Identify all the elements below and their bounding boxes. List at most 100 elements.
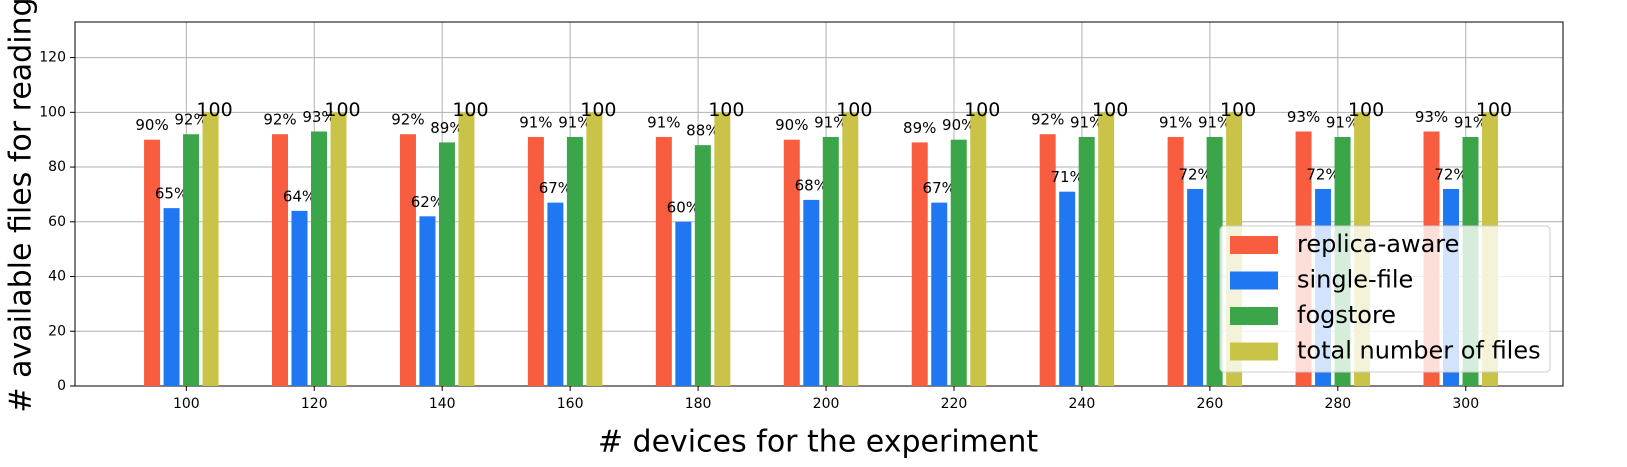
data-label: 91% <box>814 113 847 131</box>
data-label: 72% <box>1434 165 1467 183</box>
y-tick-label: 40 <box>48 269 66 285</box>
bar <box>950 139 967 386</box>
data-label: 62% <box>411 193 444 211</box>
legend-swatch <box>1230 236 1278 254</box>
bar <box>655 136 672 386</box>
bar <box>272 134 289 386</box>
x-tick-label: 180 <box>685 396 712 412</box>
bar <box>586 112 603 386</box>
bar <box>311 131 328 386</box>
x-tick-label: 260 <box>1197 396 1224 412</box>
data-label: 60% <box>667 198 700 216</box>
bar <box>803 199 820 386</box>
data-label: 100 <box>1220 99 1256 121</box>
data-label: 100 <box>1092 99 1128 121</box>
bar <box>144 139 161 386</box>
bar <box>183 134 200 386</box>
bar <box>1078 136 1095 386</box>
bar <box>1187 188 1204 386</box>
legend-swatch <box>1230 342 1278 361</box>
data-label: 88% <box>686 122 719 140</box>
data-label: 90% <box>135 116 168 134</box>
data-label: 91% <box>647 113 680 131</box>
bar <box>458 112 475 386</box>
x-tick-label: 140 <box>429 396 456 412</box>
bar <box>911 142 928 386</box>
bar <box>399 134 416 386</box>
data-label: 93% <box>1415 108 1448 126</box>
data-label: 91% <box>1159 113 1192 131</box>
y-tick-label: 60 <box>48 214 66 230</box>
legend-label: total number of files <box>1297 337 1541 365</box>
data-label: 72% <box>1306 165 1339 183</box>
data-label: 100 <box>452 99 488 121</box>
bar <box>970 112 987 386</box>
bar <box>931 202 948 386</box>
bar <box>291 210 308 386</box>
data-label: 71% <box>1051 168 1084 186</box>
data-label: 100 <box>196 99 232 121</box>
data-label: 90% <box>942 116 975 134</box>
bar <box>694 145 711 386</box>
data-label: 91% <box>1454 113 1487 131</box>
data-label: 67% <box>539 179 572 197</box>
bar <box>1167 136 1184 386</box>
data-label: 72% <box>1178 165 1211 183</box>
legend-label: single-file <box>1297 266 1413 294</box>
legend-swatch <box>1230 307 1278 325</box>
y-tick-label: 20 <box>48 323 66 339</box>
data-label: 100 <box>708 99 744 121</box>
data-label: 67% <box>923 179 956 197</box>
y-tick-label: 80 <box>48 159 66 175</box>
data-label: 92% <box>174 111 207 129</box>
x-tick-label: 300 <box>1452 396 1479 412</box>
x-tick-label: 200 <box>813 396 840 412</box>
data-label: 91% <box>1326 113 1359 131</box>
data-label: 92% <box>391 111 424 129</box>
x-tick-label: 220 <box>941 396 968 412</box>
bar <box>842 112 859 386</box>
legend-label: fogstore <box>1297 301 1396 329</box>
data-label: 90% <box>775 116 808 134</box>
data-label: 91% <box>1198 113 1231 131</box>
data-label: 65% <box>155 185 188 203</box>
data-label: 91% <box>1070 113 1103 131</box>
y-tick-label: 0 <box>57 378 66 394</box>
bar <box>438 142 455 386</box>
bar <box>1098 112 1115 386</box>
data-label: 91% <box>558 113 591 131</box>
data-label: 91% <box>519 113 552 131</box>
data-label: 100 <box>580 99 616 121</box>
bar <box>419 216 436 386</box>
bar <box>163 208 180 386</box>
bar <box>714 112 731 386</box>
x-axis-label: # devices for the experiment <box>598 425 1038 460</box>
legend-swatch <box>1230 271 1278 290</box>
bar <box>783 139 800 386</box>
bar <box>1059 191 1076 386</box>
y-axis-label: # available files for reading <box>4 0 39 413</box>
legend-label: replica-aware <box>1297 230 1459 258</box>
bar <box>1206 136 1223 386</box>
data-label: 93% <box>1287 108 1320 126</box>
data-label: 68% <box>795 176 828 194</box>
data-label: 92% <box>1031 111 1064 129</box>
data-label: 89% <box>903 119 936 137</box>
legend-box <box>1219 225 1551 373</box>
data-label: 100 <box>1348 99 1384 121</box>
data-label: 100 <box>836 99 872 121</box>
x-tick-label: 100 <box>173 396 200 412</box>
x-tick-label: 240 <box>1069 396 1096 412</box>
y-tick-label: 100 <box>39 104 66 120</box>
bar <box>566 136 583 386</box>
data-label: 100 <box>964 99 1000 121</box>
data-label: 89% <box>430 119 463 137</box>
data-label: 64% <box>283 187 316 205</box>
bar <box>330 112 347 386</box>
x-tick-label: 280 <box>1324 396 1351 412</box>
bar <box>675 221 692 386</box>
data-label: 100 <box>1476 99 1512 121</box>
bar <box>822 136 839 386</box>
data-label: 100 <box>324 99 360 121</box>
